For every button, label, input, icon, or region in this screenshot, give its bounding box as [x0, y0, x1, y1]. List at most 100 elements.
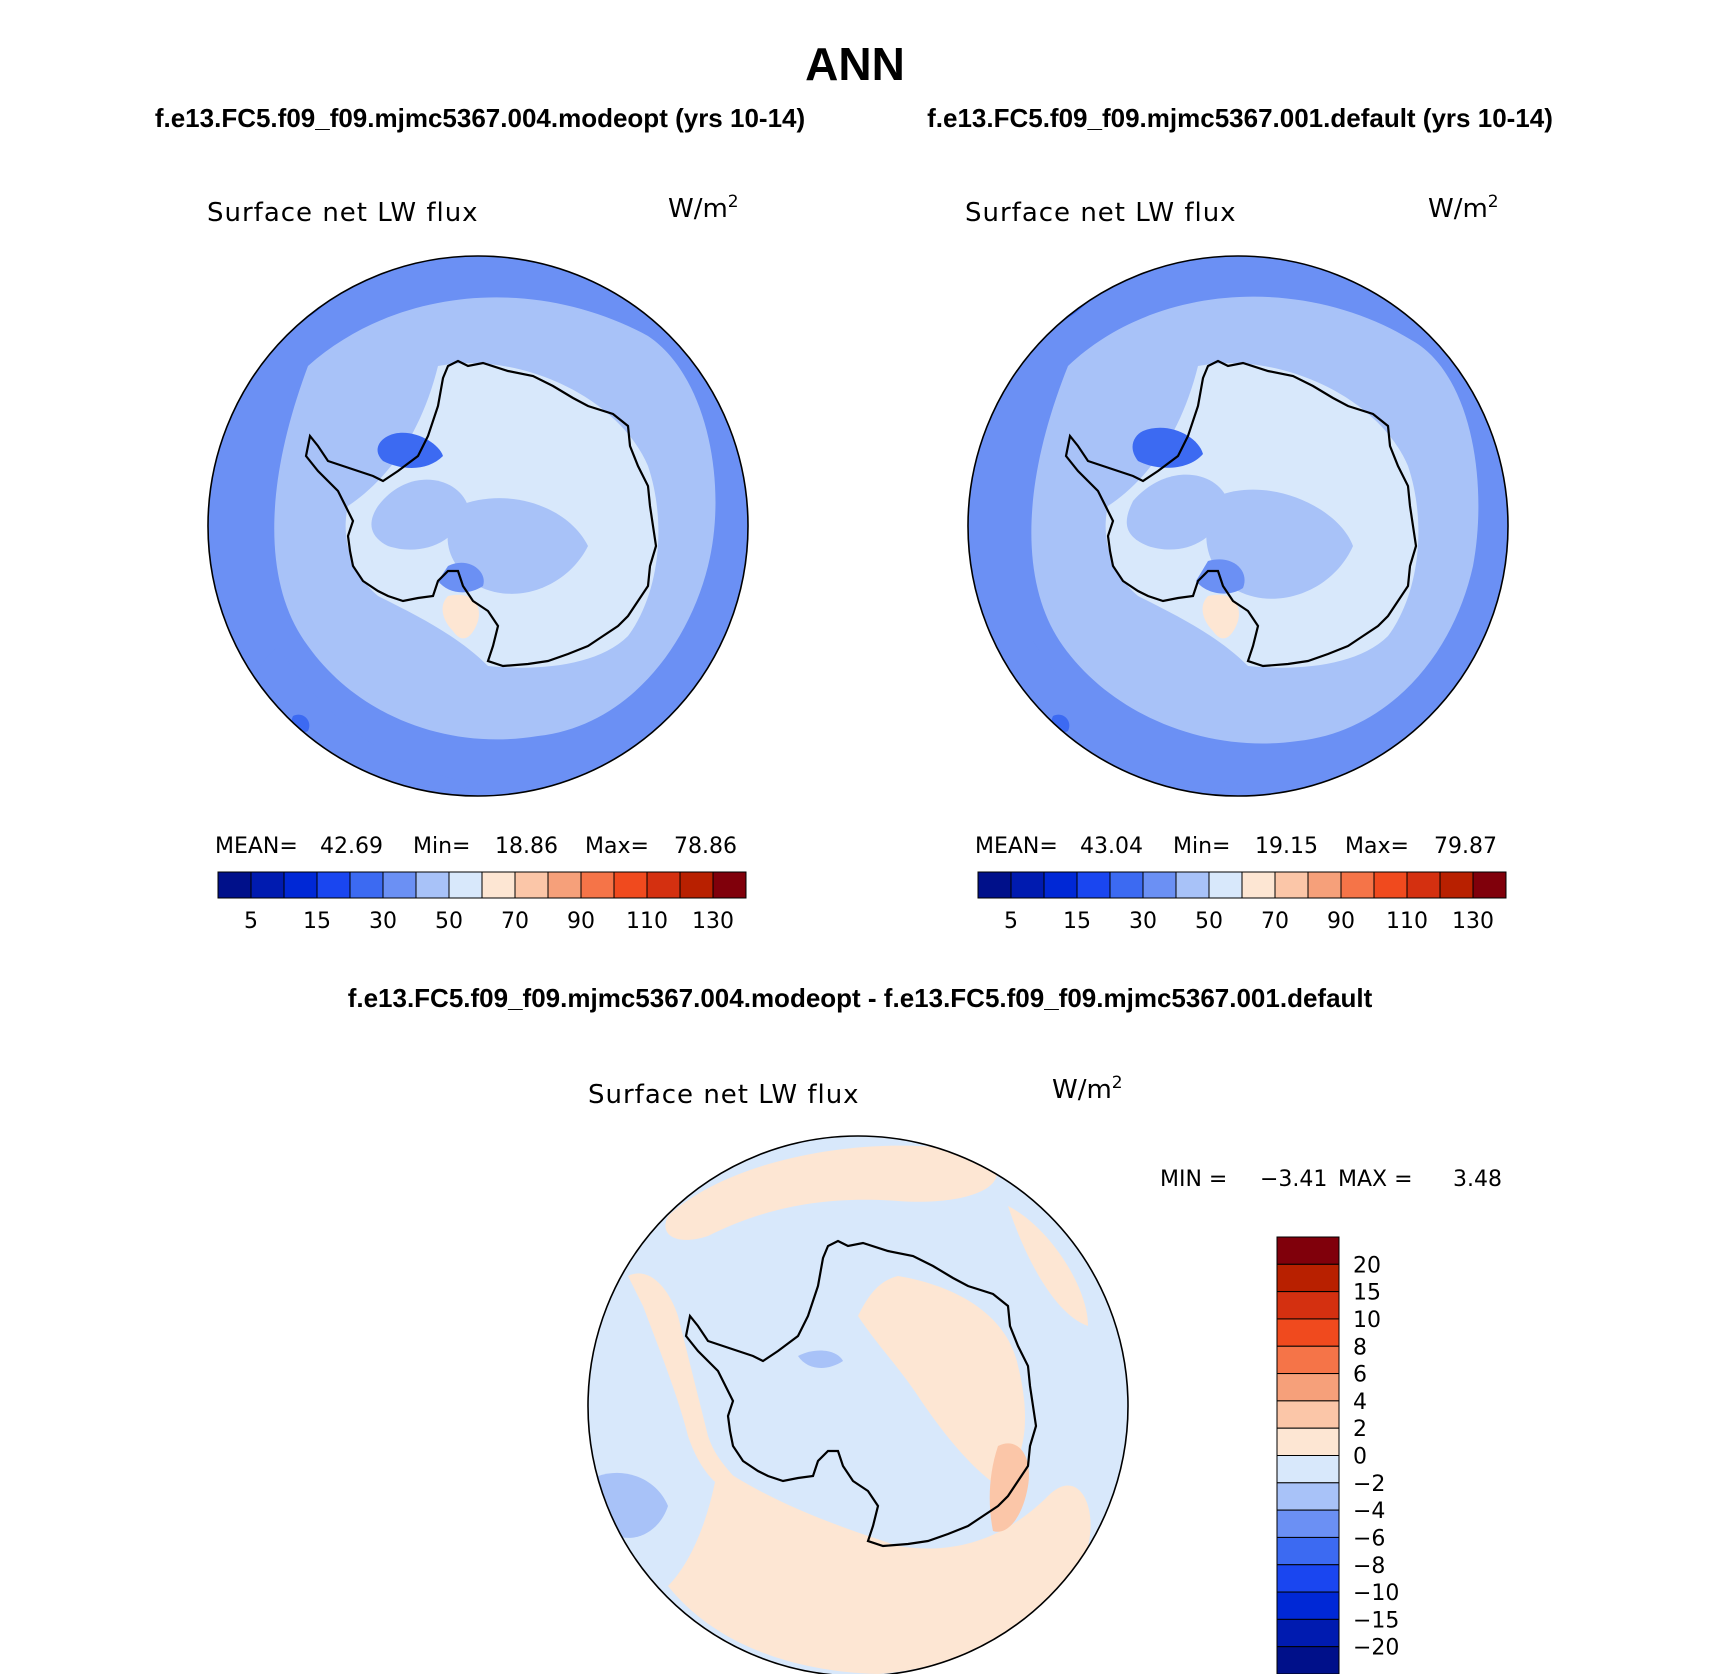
panel-left-stats: MEAN= 42.69 Min= 18.86 Max= 78.86: [215, 834, 737, 859]
panel-right-mean-label: MEAN=: [975, 834, 1058, 859]
panel-left-min-label: Min=: [413, 834, 470, 859]
panel-diff-colorbar-tick-label: 20: [1353, 1253, 1381, 1278]
panel-diff: Surface net LW flux W/m2 MIN = −3.41 MAX…: [587, 1073, 1502, 1674]
panel-left-colorbar-swatch: [514, 871, 549, 899]
panel-right-colorbar: 5 15 30 50 70 90 110 130: [977, 871, 1507, 934]
panel-left-map: [207, 255, 749, 797]
panel-left-colorbar-swatch: [217, 871, 252, 899]
panel-diff-colorbar-swatch: [1276, 1509, 1340, 1538]
panel-diff-colorbar-swatch: [1276, 1455, 1340, 1484]
panel-right-patch-b: [1126, 474, 1228, 550]
panel-diff-colorbar-tick-label: 8: [1353, 1335, 1367, 1360]
panel-right-colorbar-tick-label: 110: [1386, 909, 1428, 934]
panel-left-colorbar-swatch: [448, 871, 483, 899]
panel-left-colorbar-tick-label: 130: [692, 909, 734, 934]
panel-left-colorbar-tick-label: 70: [501, 909, 529, 934]
panel-left-min-value: 18.86: [495, 834, 558, 859]
panel-diff-colorbar-swatch: [1276, 1536, 1340, 1566]
panel-right-colorbar-swatch: [1208, 871, 1243, 899]
panel-right-colorbar-swatch: [1076, 871, 1111, 899]
panel-left-colorbar-swatch: [349, 871, 384, 899]
panel-diff-colorbar-tick-label: −20: [1353, 1636, 1399, 1661]
panel-right-colorbar-swatch: [1241, 871, 1276, 899]
panel-diff-colorbar-swatch: [1276, 1646, 1340, 1674]
panel-right-colorbar-tick-label: 70: [1261, 909, 1289, 934]
panel-diff-colorbar-tick-label: 15: [1353, 1281, 1381, 1306]
panel-right-colorbar-tick-label: 5: [1004, 909, 1018, 934]
panel-diff-map: [587, 1135, 1129, 1674]
panel-right-colorbar-tick-label: 50: [1195, 909, 1223, 934]
panel-diff-colorbar-swatch: [1276, 1291, 1340, 1320]
panel-diff-colorbar-tick-label: −4: [1353, 1499, 1385, 1524]
panel-left-colorbar-swatch: [580, 871, 615, 899]
panel-diff-pos-right: [1008, 1206, 1088, 1326]
panel-diff-min-value: −3.41: [1260, 1167, 1327, 1192]
panel-right-colorbar-swatch: [1142, 871, 1177, 899]
panel-diff-min-label: MIN =: [1160, 1167, 1227, 1192]
panel-right: Surface net LW flux W/m2 MEAN= 43.04: [965, 192, 1509, 934]
panel-left-colorbar: 5 15 30 50 70 90 110 130: [217, 871, 747, 934]
panel-left-colorbar-tick-label: 5: [244, 909, 258, 934]
panel-right-colorbar-swatch: [1109, 871, 1144, 899]
panel-left-variable: Surface net LW flux: [207, 198, 479, 228]
panel-right-patch-a: [1206, 489, 1353, 599]
panel-left-max-label: Max=: [585, 834, 649, 859]
panel-right-colorbar-swatch: [1439, 871, 1474, 899]
panel-diff-colorbar-tick-label: −6: [1353, 1526, 1385, 1551]
panel-right-colorbar-swatch: [1373, 871, 1408, 899]
panel-right-warm: [1202, 594, 1239, 639]
right-case-title: f.e13.FC5.f09_f09.mjmc5367.001.default (…: [927, 103, 1553, 133]
panel-left-colorbar-tick-label: 15: [303, 909, 331, 934]
panel-diff-colorbar-tick-label: 0: [1353, 1445, 1367, 1470]
panel-left-units: W/m2: [668, 192, 739, 224]
panel-diff-colorbar-tick-label: 2: [1353, 1417, 1367, 1442]
panel-right-max-value: 79.87: [1434, 834, 1497, 859]
panel-left-colorbar-swatch: [250, 871, 285, 899]
panel-diff-colorbar-tick-label: 10: [1353, 1308, 1381, 1333]
panel-diff-pos-bottom: [668, 1466, 1091, 1674]
panel-diff-colorbar-tick-label: −10: [1353, 1581, 1399, 1606]
panel-diff-colorbar-tick-label: 6: [1353, 1363, 1367, 1388]
panel-diff-colorbar-swatch: [1276, 1400, 1340, 1429]
panel-left-colorbar-tick-label: 90: [567, 909, 595, 934]
panel-left-colorbar-swatch: [712, 871, 747, 899]
panel-right-colorbar-tick-label: 30: [1129, 909, 1157, 934]
panel-diff-colorbar-tick-label: −2: [1353, 1472, 1385, 1497]
panel-left-mean-label: MEAN=: [215, 834, 298, 859]
panel-right-colorbar-swatch: [1406, 871, 1441, 899]
panel-right-colorbar-swatch: [1175, 871, 1210, 899]
panel-diff-neg-center: [798, 1350, 843, 1368]
panel-right-max-label: Max=: [1345, 834, 1409, 859]
panel-diff-colorbar-swatch: [1276, 1373, 1340, 1402]
panel-left-patch-b: [371, 479, 468, 550]
panel-right-colorbar-swatch: [1010, 871, 1045, 899]
panel-right-colorbar-tick-label: 15: [1063, 909, 1091, 934]
panel-left-colorbar-swatch: [382, 871, 417, 899]
panel-diff-units: W/m2: [1052, 1073, 1123, 1105]
panel-right-mean-value: 43.04: [1080, 834, 1143, 859]
panel-diff-neg-west: [598, 1472, 668, 1538]
panel-left-colorbar-swatch: [613, 871, 648, 899]
panel-right-colorbar-swatch: [1274, 871, 1309, 899]
panel-right-colorbar-swatch: [1307, 871, 1342, 899]
panel-diff-colorbar-tick-label: −8: [1353, 1554, 1385, 1579]
panel-diff-stats: MIN = −3.41 MAX = 3.48: [1160, 1167, 1502, 1192]
panel-right-variable: Surface net LW flux: [965, 198, 1237, 228]
panel-diff-colorbar-tick-label: −15: [1353, 1608, 1399, 1633]
panel-left-colorbar-tick-label: 30: [369, 909, 397, 934]
diff-title: f.e13.FC5.f09_f09.mjmc5367.004.modeopt -…: [348, 983, 1373, 1013]
panel-diff-colorbar-swatch: [1276, 1482, 1340, 1511]
panel-right-min-value: 19.15: [1255, 834, 1318, 859]
panel-left-colorbar-swatch: [547, 871, 582, 899]
panel-diff-colorbar-swatch: [1276, 1263, 1340, 1293]
panel-left-patch-a: [447, 498, 588, 594]
panel-diff-map-border: [587, 1135, 1129, 1674]
panel-diff-strong-pos: [989, 1443, 1029, 1532]
panel-left-map-border: [207, 255, 749, 797]
panel-left-colorbar-swatch: [481, 871, 516, 899]
panel-diff-pos-top: [665, 1145, 997, 1240]
panel-right-colorbar-swatch: [1340, 871, 1375, 899]
panel-right-units: W/m2: [1428, 192, 1499, 224]
panel-diff-colorbar-swatch: [1276, 1345, 1340, 1375]
